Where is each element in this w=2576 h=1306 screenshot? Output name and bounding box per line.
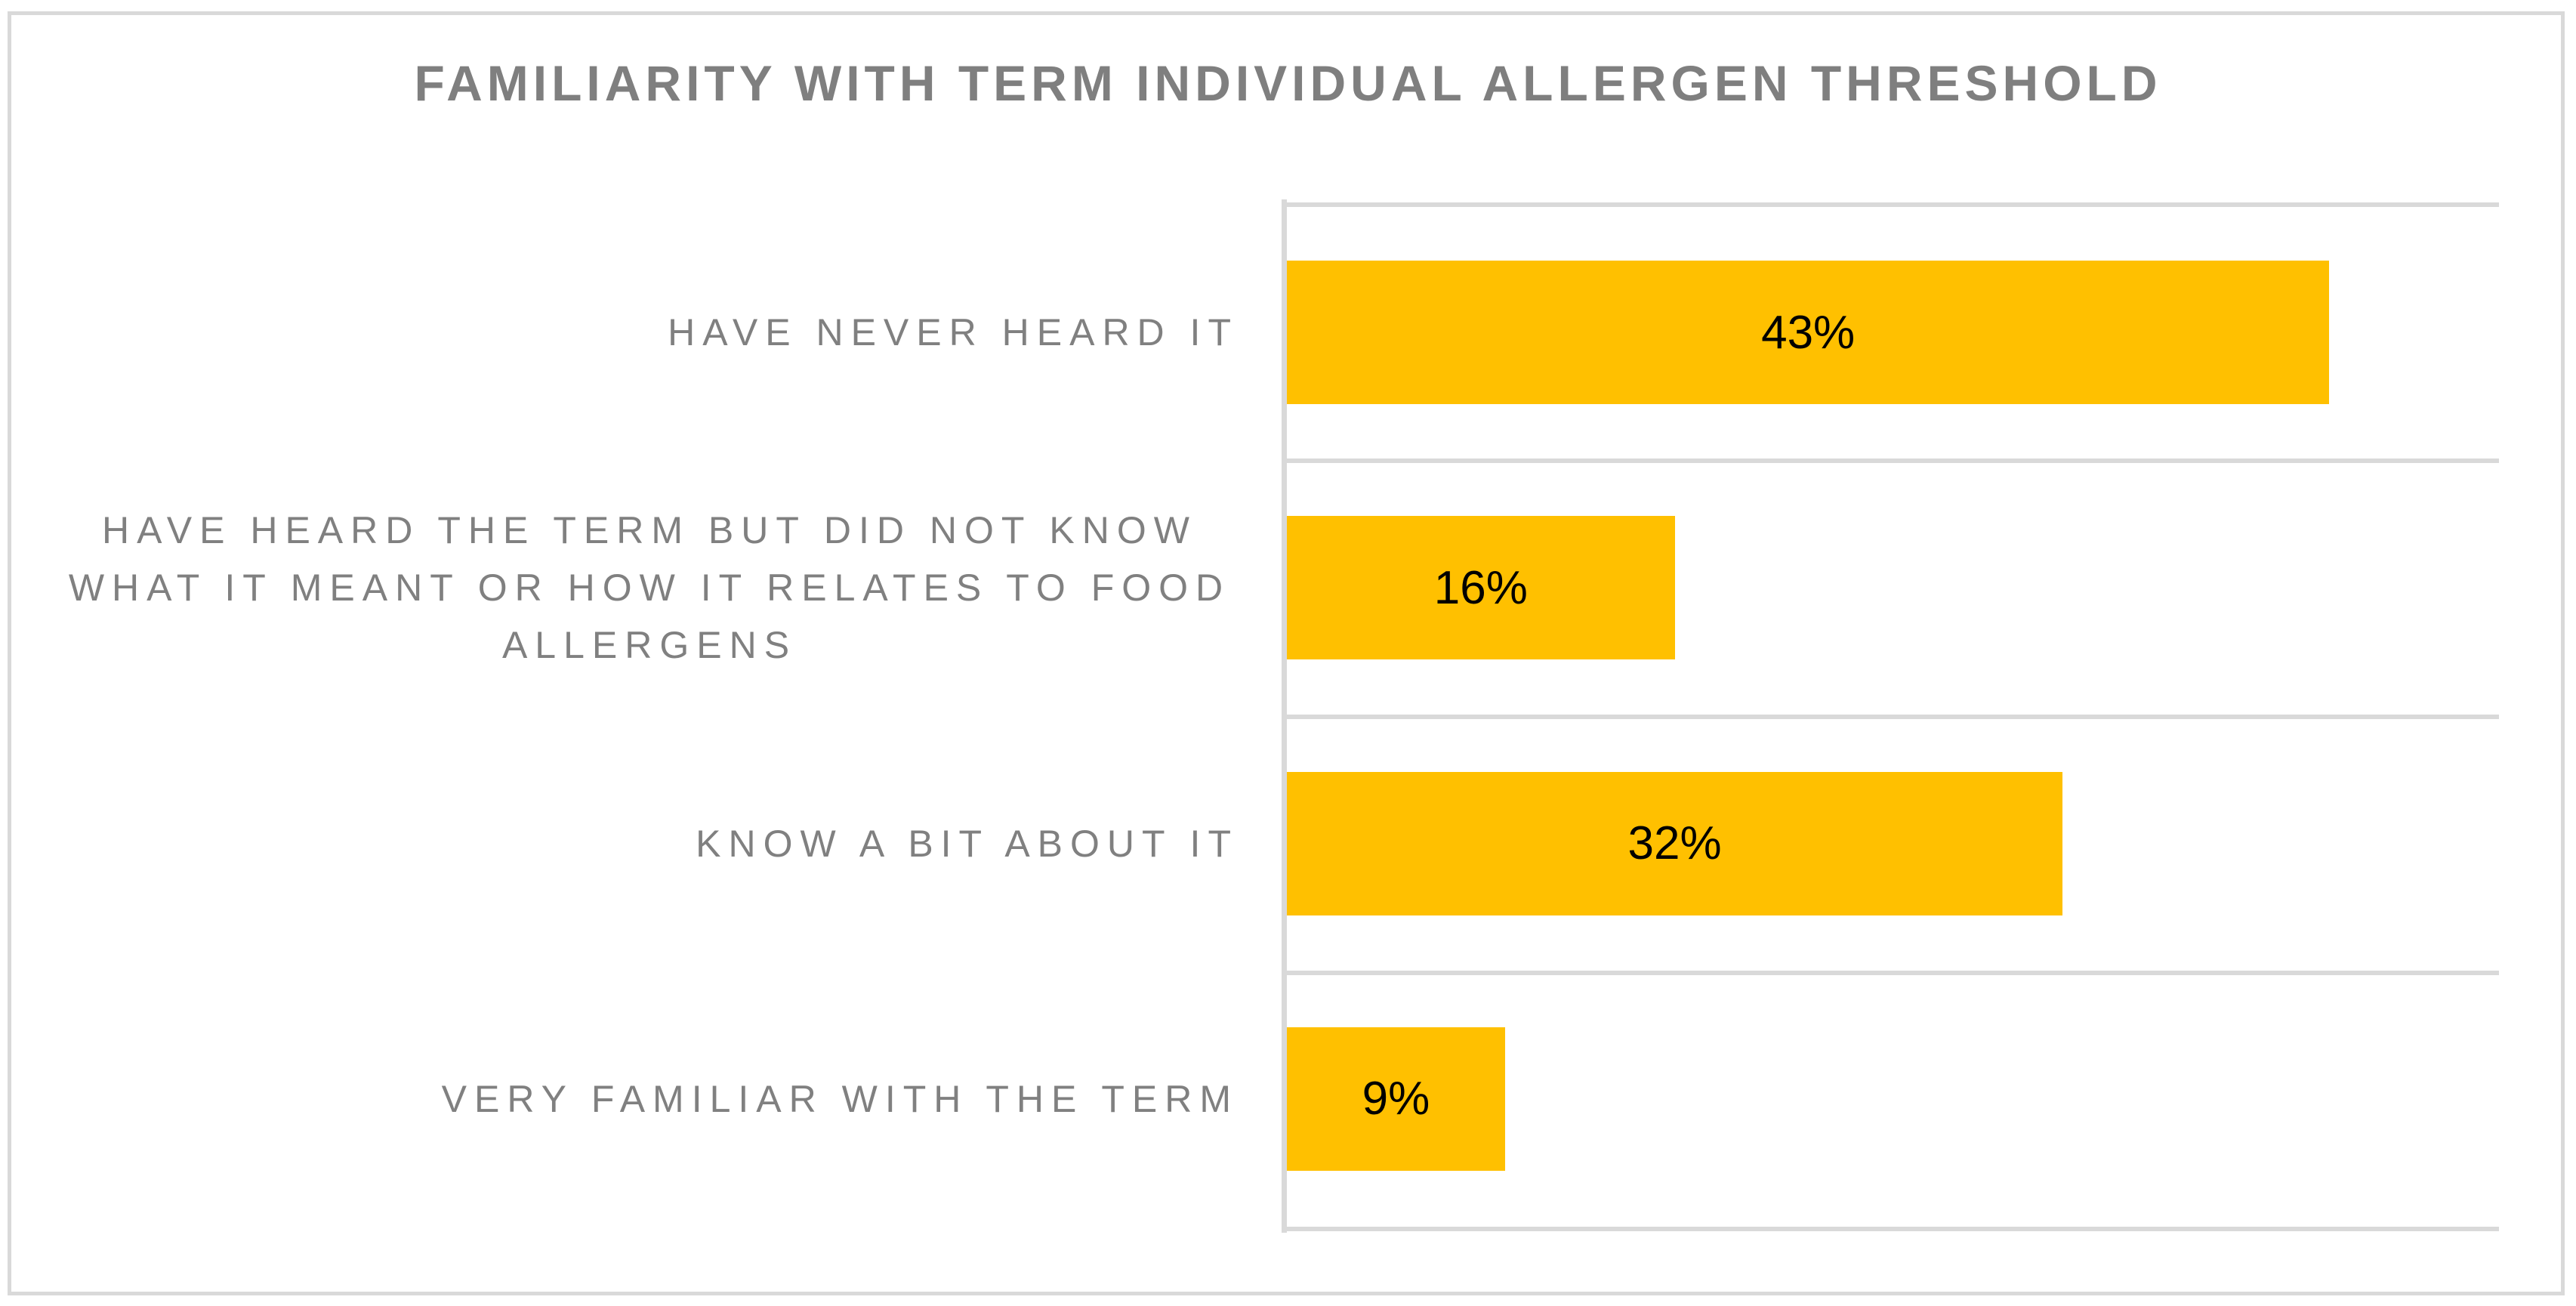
category-label-row: HAVE HEARD THE TERM BUT DID NOT KNOW WHA… [30,460,1239,715]
category-axis-labels: HAVE NEVER HEARD IT HAVE HEARD THE TERM B… [30,205,1239,1227]
bar-row: 9% [1287,971,2499,1227]
plot-area [1282,202,2499,1231]
data-label-2: 16% [1433,561,1528,614]
category-label-1: HAVE NEVER HEARD IT [668,311,1239,354]
gridline-row [1282,463,2499,719]
data-label-4: 9% [1362,1073,1430,1125]
category-label-row: KNOW A BIT ABOUT IT [30,716,1239,971]
category-label-4: VERY FAMILIAR WITH THE TERM [441,1077,1239,1120]
bar-2: 16% [1287,516,1675,660]
category-label-3: KNOW A BIT ABOUT IT [696,822,1239,865]
gridline-row [1282,207,2499,463]
bar-1: 43% [1287,261,2330,405]
bar-4: 9% [1287,1027,1505,1171]
bar-row: 16% [1287,460,2499,715]
category-axis-line [1282,199,1287,1233]
bar-3: 32% [1287,771,2063,915]
chart-title: FAMILIARITY WITH TERM INDIVIDUAL ALLERGE… [414,55,2162,111]
bar-row: 32% [1287,716,2499,971]
category-label-row: VERY FAMILIAR WITH THE TERM [30,971,1239,1227]
category-label-row: HAVE NEVER HEARD IT [30,205,1239,460]
gridline-row [1282,719,2499,975]
category-label-2: HAVE HEARD THE TERM BUT DID NOT KNOW WHA… [68,509,1231,667]
chart-border [8,11,2565,1295]
bar-row: 43% [1287,205,2499,460]
data-label-1: 43% [1761,306,1856,359]
gridline-row [1282,975,2499,1231]
bar-series: 43% 16% 32% 9% [1287,205,2499,1227]
data-label-3: 32% [1627,817,1722,870]
